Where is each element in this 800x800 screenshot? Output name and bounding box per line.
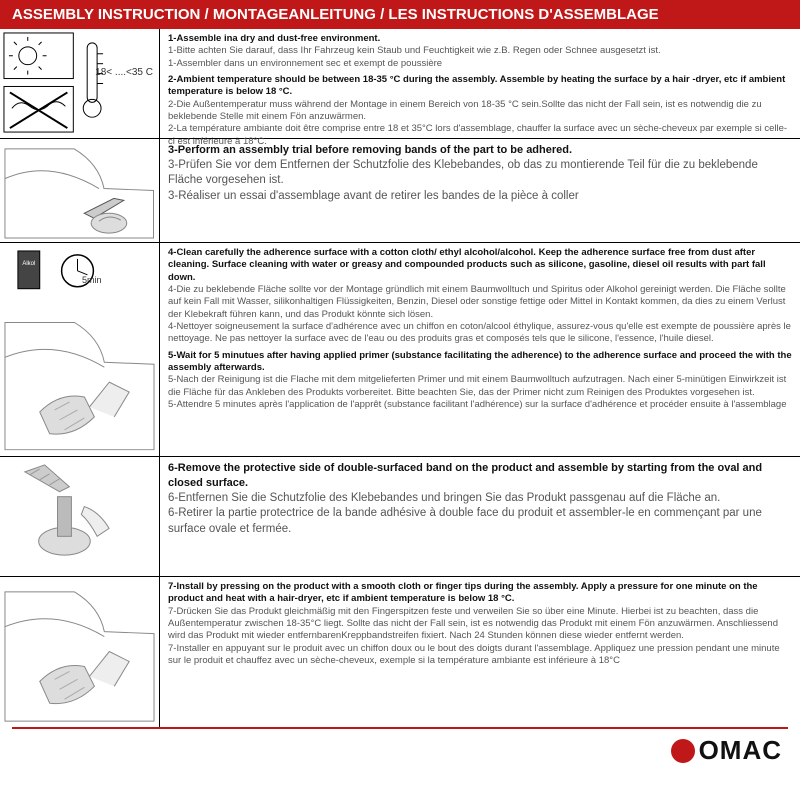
- footer-divider: [12, 727, 788, 729]
- step-fr: 7-Installer en appuyant sur le produit a…: [168, 643, 792, 668]
- step-bold: 4-Clean carefully the adherence surface …: [168, 247, 792, 284]
- illustration-cell: [0, 577, 160, 727]
- instruction-row: 18< ....<35 C 1-Assemble ina dry and dus…: [0, 29, 800, 139]
- illustration-cell: Alkol 5min: [0, 243, 160, 456]
- step-de: 5-Nach der Reinigung ist die Flache mit …: [168, 374, 792, 399]
- step-de: 2-Die Außentemperatur muss während der M…: [168, 99, 792, 124]
- clean-icon: Alkol: [0, 243, 159, 456]
- step-de: 3-Prüfen Sie vor dem Entfernen der Schut…: [168, 158, 792, 189]
- instruction-row: 3-Perform an assembly trial before remov…: [0, 139, 800, 243]
- instruction-text: 1-Assemble ina dry and dust-free environ…: [160, 29, 800, 138]
- instruction-text: 4-Clean carefully the adherence surface …: [160, 243, 800, 456]
- step-bold: 2-Ambient temperature should be between …: [168, 74, 792, 99]
- instruction-row: 6-Remove the protective side of double-s…: [0, 457, 800, 577]
- brand-logo: OMAC: [671, 735, 782, 766]
- trial-icon: [0, 139, 158, 242]
- step-fr: 6-Retirer la partie protectrice de la ba…: [168, 506, 792, 537]
- peel-icon: [0, 457, 159, 576]
- step-bold: 1-Assemble ina dry and dust-free environ…: [168, 33, 792, 45]
- instruction-rows: 18< ....<35 C 1-Assemble ina dry and dus…: [0, 29, 800, 727]
- instruction-text: 7-Install by pressing on the product wit…: [160, 577, 800, 727]
- timer-label: 5min: [82, 275, 102, 285]
- step-de: 7-Drücken Sie das Produkt gleichmäßig mi…: [168, 606, 792, 643]
- press-icon: [0, 577, 159, 726]
- step-fr: 5-Attendre 5 minutes après l'application…: [168, 399, 792, 411]
- step-bold: 3-Perform an assembly trial before remov…: [168, 143, 792, 158]
- step-bold: 6-Remove the protective side of double-s…: [168, 461, 792, 491]
- instruction-text: 3-Perform an assembly trial before remov…: [160, 139, 800, 242]
- instruction-row: 7-Install by pressing on the product wit…: [0, 577, 800, 727]
- instruction-text: 6-Remove the protective side of double-s…: [160, 457, 800, 576]
- step-fr: 1-Assembler dans un environnement sec et…: [168, 58, 792, 70]
- environment-icon: [0, 29, 159, 138]
- footer: OMAC: [0, 727, 800, 774]
- temperature-label: 18< ....<35 C: [95, 67, 153, 78]
- illustration-cell: [0, 457, 160, 576]
- step-bold: 7-Install by pressing on the product wit…: [168, 581, 792, 606]
- instruction-row: Alkol 5min 4-Clean carefully the adheren…: [0, 243, 800, 457]
- logo-dot-icon: [671, 739, 695, 763]
- step-de: 6-Entfernen Sie die Schutzfolie des Kleb…: [168, 491, 792, 507]
- step-de: 4-Die zu beklebende Fläche sollte vor de…: [168, 284, 792, 321]
- illustration-cell: [0, 139, 160, 242]
- step-bold: 5-Wait for 5 minutues after having appli…: [168, 350, 792, 375]
- step-fr: 4-Nettoyer soigneusement la surface d'ad…: [168, 321, 792, 346]
- step-de: 1-Bitte achten Sie darauf, dass Ihr Fahr…: [168, 45, 792, 57]
- page-title: ASSEMBLY INSTRUCTION / MONTAGEANLEITUNG …: [0, 0, 800, 29]
- illustration-cell: 18< ....<35 C: [0, 29, 160, 138]
- svg-text:Alkol: Alkol: [22, 261, 35, 267]
- step-fr: 3-Réaliser un essai d'assemblage avant d…: [168, 189, 792, 205]
- logo-text: OMAC: [699, 735, 782, 766]
